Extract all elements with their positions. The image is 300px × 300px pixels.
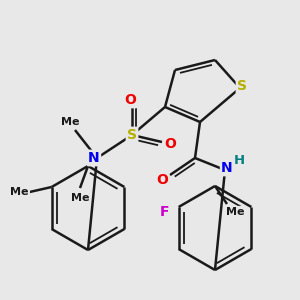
- Text: N: N: [221, 161, 233, 175]
- Text: Me: Me: [11, 187, 29, 197]
- Text: S: S: [237, 79, 247, 93]
- Text: O: O: [164, 137, 176, 151]
- Text: S: S: [127, 128, 137, 142]
- Text: Me: Me: [61, 117, 79, 127]
- Text: N: N: [88, 151, 100, 165]
- Text: O: O: [156, 173, 168, 187]
- Text: Me: Me: [71, 193, 89, 203]
- Text: Me: Me: [226, 207, 244, 217]
- Text: O: O: [124, 93, 136, 107]
- Text: H: H: [233, 154, 244, 166]
- Text: F: F: [160, 205, 169, 219]
